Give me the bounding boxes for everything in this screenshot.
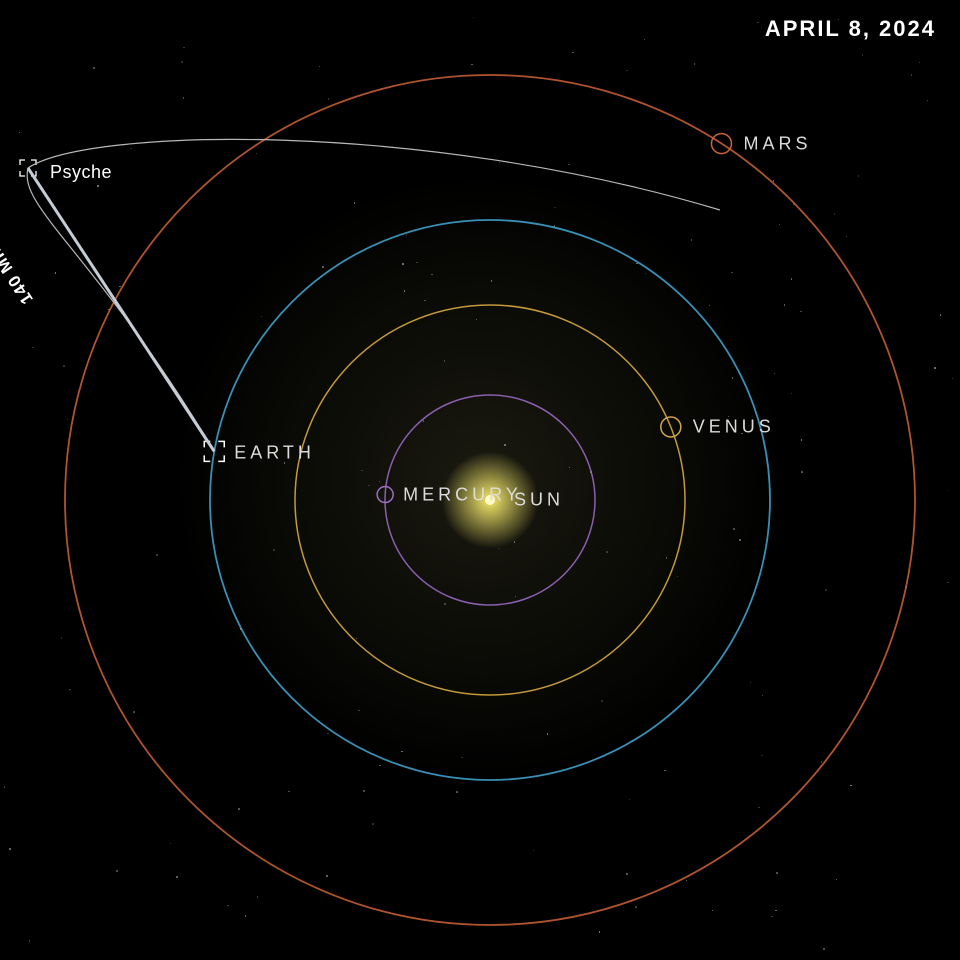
star <box>327 733 329 735</box>
star <box>635 906 637 908</box>
mars-label: MARS <box>743 133 811 154</box>
star <box>775 910 777 912</box>
star <box>784 304 786 306</box>
star <box>130 148 132 150</box>
star <box>606 551 608 553</box>
star <box>934 367 936 369</box>
star <box>238 808 240 810</box>
star <box>32 347 34 349</box>
star <box>590 471 592 473</box>
star <box>801 471 803 473</box>
star <box>119 286 121 288</box>
psyche-trajectory <box>27 139 720 451</box>
star <box>354 202 356 204</box>
star <box>739 539 741 541</box>
sun-label: SUN <box>514 490 564 511</box>
star <box>504 444 506 446</box>
star <box>776 872 778 874</box>
psyche-bracket <box>20 171 25 176</box>
star <box>356 638 358 640</box>
star <box>402 263 404 265</box>
star <box>601 700 603 702</box>
earth-bracket <box>204 455 210 461</box>
star <box>9 848 11 850</box>
star <box>568 164 570 166</box>
star <box>240 628 242 630</box>
earth-label: EARTH <box>234 443 315 464</box>
star <box>554 207 556 209</box>
star <box>927 100 929 102</box>
star <box>691 239 693 241</box>
star <box>456 791 458 793</box>
psyche-bracket <box>20 160 25 165</box>
star <box>444 360 446 362</box>
star <box>823 948 825 950</box>
star <box>379 481 381 483</box>
star <box>825 589 827 591</box>
psyche-label: Psyche <box>50 162 112 183</box>
star <box>758 807 760 809</box>
star <box>757 22 759 24</box>
star <box>372 823 374 825</box>
star <box>181 61 183 63</box>
star <box>732 377 734 379</box>
star <box>733 528 735 530</box>
star <box>471 64 473 66</box>
star <box>626 70 628 72</box>
star <box>4 786 6 788</box>
star <box>273 549 275 551</box>
star <box>793 203 795 205</box>
orbit-diagram: APRIL 8, 2024 MERCURYVENUSEARTHMARSSUNPs… <box>0 0 960 960</box>
star <box>170 843 172 845</box>
star <box>554 225 556 227</box>
mercury-label: MERCURY <box>403 484 522 505</box>
star <box>183 47 185 49</box>
star <box>363 790 365 792</box>
star <box>97 185 99 187</box>
star <box>156 554 158 556</box>
earth-bracket <box>218 455 224 461</box>
star <box>176 876 178 878</box>
star <box>227 905 229 907</box>
star <box>636 263 638 265</box>
star <box>322 266 324 268</box>
star <box>61 637 63 639</box>
star <box>93 67 95 69</box>
orbit-svg <box>0 0 960 960</box>
star <box>664 770 666 772</box>
star <box>133 711 135 713</box>
distance-line <box>28 168 214 451</box>
star <box>63 365 65 367</box>
star <box>326 875 328 877</box>
star <box>116 870 118 872</box>
star <box>423 420 425 422</box>
star <box>773 180 775 182</box>
star <box>905 586 907 588</box>
star <box>821 761 823 763</box>
star <box>444 603 446 605</box>
venus-label: VENUS <box>693 416 775 437</box>
star <box>361 470 363 472</box>
earth-bracket <box>218 441 224 447</box>
star <box>626 873 628 875</box>
